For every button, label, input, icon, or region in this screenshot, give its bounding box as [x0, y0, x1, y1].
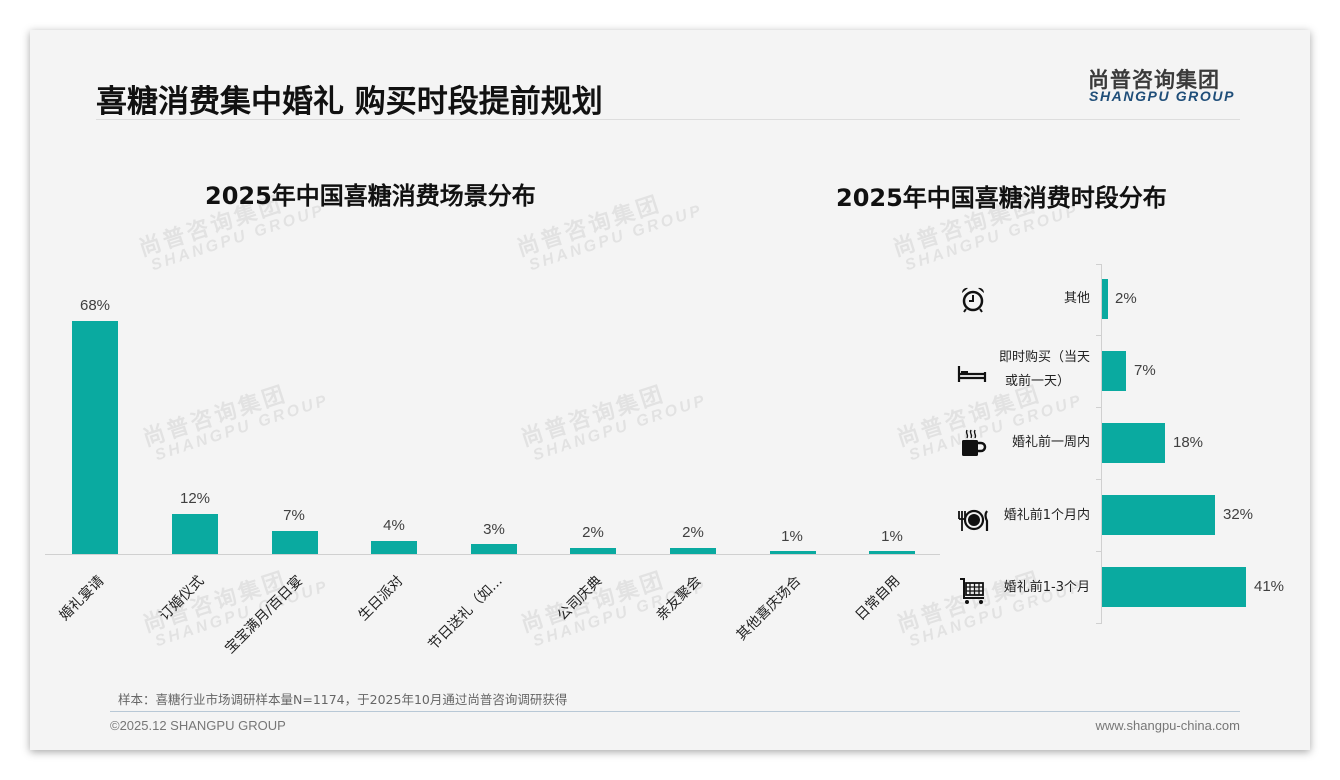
y-tick: [1096, 479, 1101, 480]
bar-other: [1102, 279, 1108, 319]
bar-engagement: [172, 514, 218, 554]
bar-one-month-before: [1102, 495, 1215, 535]
x-tick-label: 生日派对: [355, 573, 407, 624]
bar-value: 18%: [1173, 434, 1204, 451]
bar-instant-purchase: [1102, 351, 1126, 391]
y-tick-label: 婚礼前一周内: [1011, 435, 1090, 450]
bar-value: 1%: [781, 528, 803, 545]
left-chart-title: 2025年中国喜糖消费场景分布: [205, 182, 536, 210]
bar-value: 3%: [483, 521, 505, 538]
bar-festival-gift: [471, 544, 517, 554]
bar-wedding-banquet: [72, 321, 118, 554]
bar-value: 2%: [582, 524, 604, 541]
y-tick: [1096, 623, 1101, 624]
coffee-cup-icon: [962, 429, 987, 456]
bar-value: 2%: [682, 524, 704, 541]
bar-baby-party: [272, 531, 318, 554]
x-tick-label: 公司庆典: [554, 573, 606, 624]
watermark: 尚普咨询集团 SHANGPU GROUP: [140, 381, 332, 465]
right-chart-title: 2025年中国喜糖消费时段分布: [836, 184, 1167, 212]
x-tick-label: 其他喜庆场合: [733, 573, 805, 644]
logo-english: SHANGPU GROUP: [1089, 88, 1236, 104]
bar-value: 68%: [79, 297, 111, 314]
bar-value: 12%: [179, 490, 211, 507]
bed-icon: [957, 366, 987, 382]
watermark: 尚普咨询集团 SHANGPU GROUP: [518, 381, 710, 465]
y-tick-label: 婚礼前1个月内: [1003, 508, 1090, 523]
sample-note: 样本：喜糖行业市场调研样本量N=1174，于2025年10月通过尚普咨询调研获得: [118, 692, 568, 707]
bar-value: 41%: [1254, 578, 1285, 595]
bar-company-celebration: [570, 548, 616, 554]
bar-daily-use: [869, 551, 915, 554]
bar-value: 7%: [283, 507, 305, 524]
bar-one-to-three-months-before: [1102, 567, 1246, 607]
bar-birthday: [371, 541, 417, 554]
y-tick-label: 婚礼前1-3个月: [1003, 580, 1090, 595]
shopping-cart-icon: [960, 578, 984, 604]
y-tick: [1096, 264, 1101, 265]
y-tick: [1096, 335, 1101, 336]
bar-value: 7%: [1134, 362, 1156, 379]
x-tick-label: 节日送礼（如...: [425, 573, 506, 654]
x-axis-line: [45, 554, 940, 555]
x-tick-label: 婚礼宴请: [56, 573, 108, 624]
bar-one-week-before: [1102, 423, 1165, 463]
y-tick-label: 即时购买（当天: [998, 350, 1090, 365]
bar-value: 1%: [881, 528, 903, 545]
y-tick: [1096, 551, 1101, 552]
bar-other-festive: [770, 551, 816, 554]
copyright: ©2025.12 SHANGPU GROUP: [110, 718, 286, 733]
alarm-clock-icon: [961, 287, 985, 313]
x-tick-label: 宝宝满月/百日宴: [222, 573, 307, 657]
slide: 尚普咨询集团 SHANGPU GROUP 尚普咨询集团 SHANGPU GROUP …: [30, 30, 1310, 750]
title-divider: [96, 119, 1240, 120]
bar-family-gathering: [670, 548, 716, 554]
footer-divider: [110, 711, 1240, 712]
website-link[interactable]: www.shangpu-china.com: [1095, 718, 1240, 733]
plate-cutlery-icon: [958, 509, 989, 531]
y-tick: [1096, 407, 1101, 408]
y-tick-label-line2: 或前一天）: [1004, 374, 1070, 389]
y-tick-label: 其他: [1063, 291, 1090, 306]
x-tick-label: 订婚仪式: [156, 573, 208, 624]
bar-value: 32%: [1223, 506, 1254, 523]
watermark: 尚普咨询集团 SHANGPU GROUP: [514, 191, 706, 275]
logo-chinese: 尚普咨询集团: [1088, 68, 1220, 92]
y-axis-line: [1101, 264, 1102, 624]
x-tick-label: 日常自用: [852, 573, 904, 624]
bar-value: 2%: [1115, 290, 1137, 307]
watermark: 尚普咨询集团 SHANGPU GROUP: [894, 567, 1086, 651]
page-title: 喜糖消费集中婚礼 购买时段提前规划: [96, 84, 603, 120]
x-tick-label: 亲友聚会: [653, 573, 705, 624]
bar-value: 4%: [383, 517, 405, 534]
